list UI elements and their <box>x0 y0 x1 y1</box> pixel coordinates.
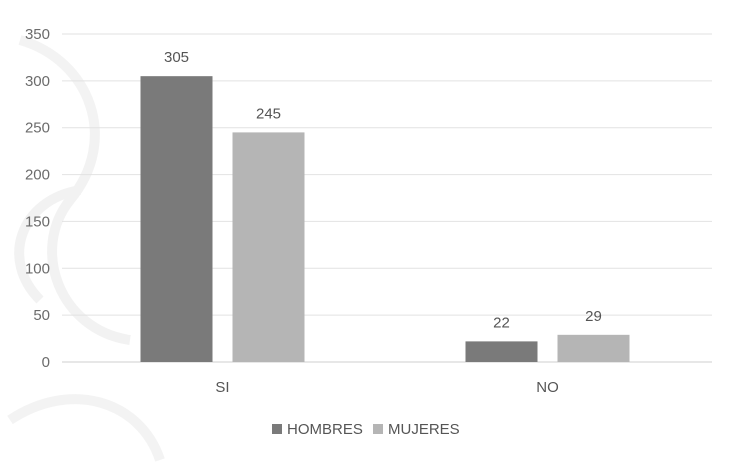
legend-label: HOMBRES <box>287 421 363 438</box>
data-label: 305 <box>164 49 189 66</box>
bar-mujeres-si <box>232 132 305 362</box>
y-tick-label: 100 <box>25 260 50 277</box>
y-tick-label: 50 <box>33 307 50 324</box>
data-label: 22 <box>493 314 510 331</box>
data-labels: 305 245 22 29 <box>164 49 602 331</box>
y-tick-label: 200 <box>25 167 50 184</box>
y-tick-label: 250 <box>25 120 50 137</box>
legend-swatch <box>373 424 383 434</box>
data-label: 245 <box>256 105 281 122</box>
x-category-label: SI <box>215 379 229 396</box>
bar-mujeres-no <box>557 334 630 362</box>
legend-swatch <box>272 424 282 434</box>
bar-hombres-si <box>140 76 213 363</box>
legend: HOMBRES MUJERES <box>272 421 460 438</box>
bar-hombres-no <box>465 341 538 362</box>
y-tick-label: 0 <box>42 354 50 371</box>
y-tick-label: 150 <box>25 213 50 230</box>
x-axis-categories: SI NO <box>215 379 558 396</box>
watermark-ornament <box>7 35 165 462</box>
y-tick-label: 350 <box>25 26 50 43</box>
data-label: 29 <box>585 308 602 325</box>
bars <box>140 76 630 363</box>
legend-label: MUJERES <box>388 421 460 438</box>
y-axis-ticks: 0 50 100 150 200 250 300 350 <box>25 26 50 371</box>
y-tick-label: 300 <box>25 73 50 90</box>
x-category-label: NO <box>536 379 559 396</box>
